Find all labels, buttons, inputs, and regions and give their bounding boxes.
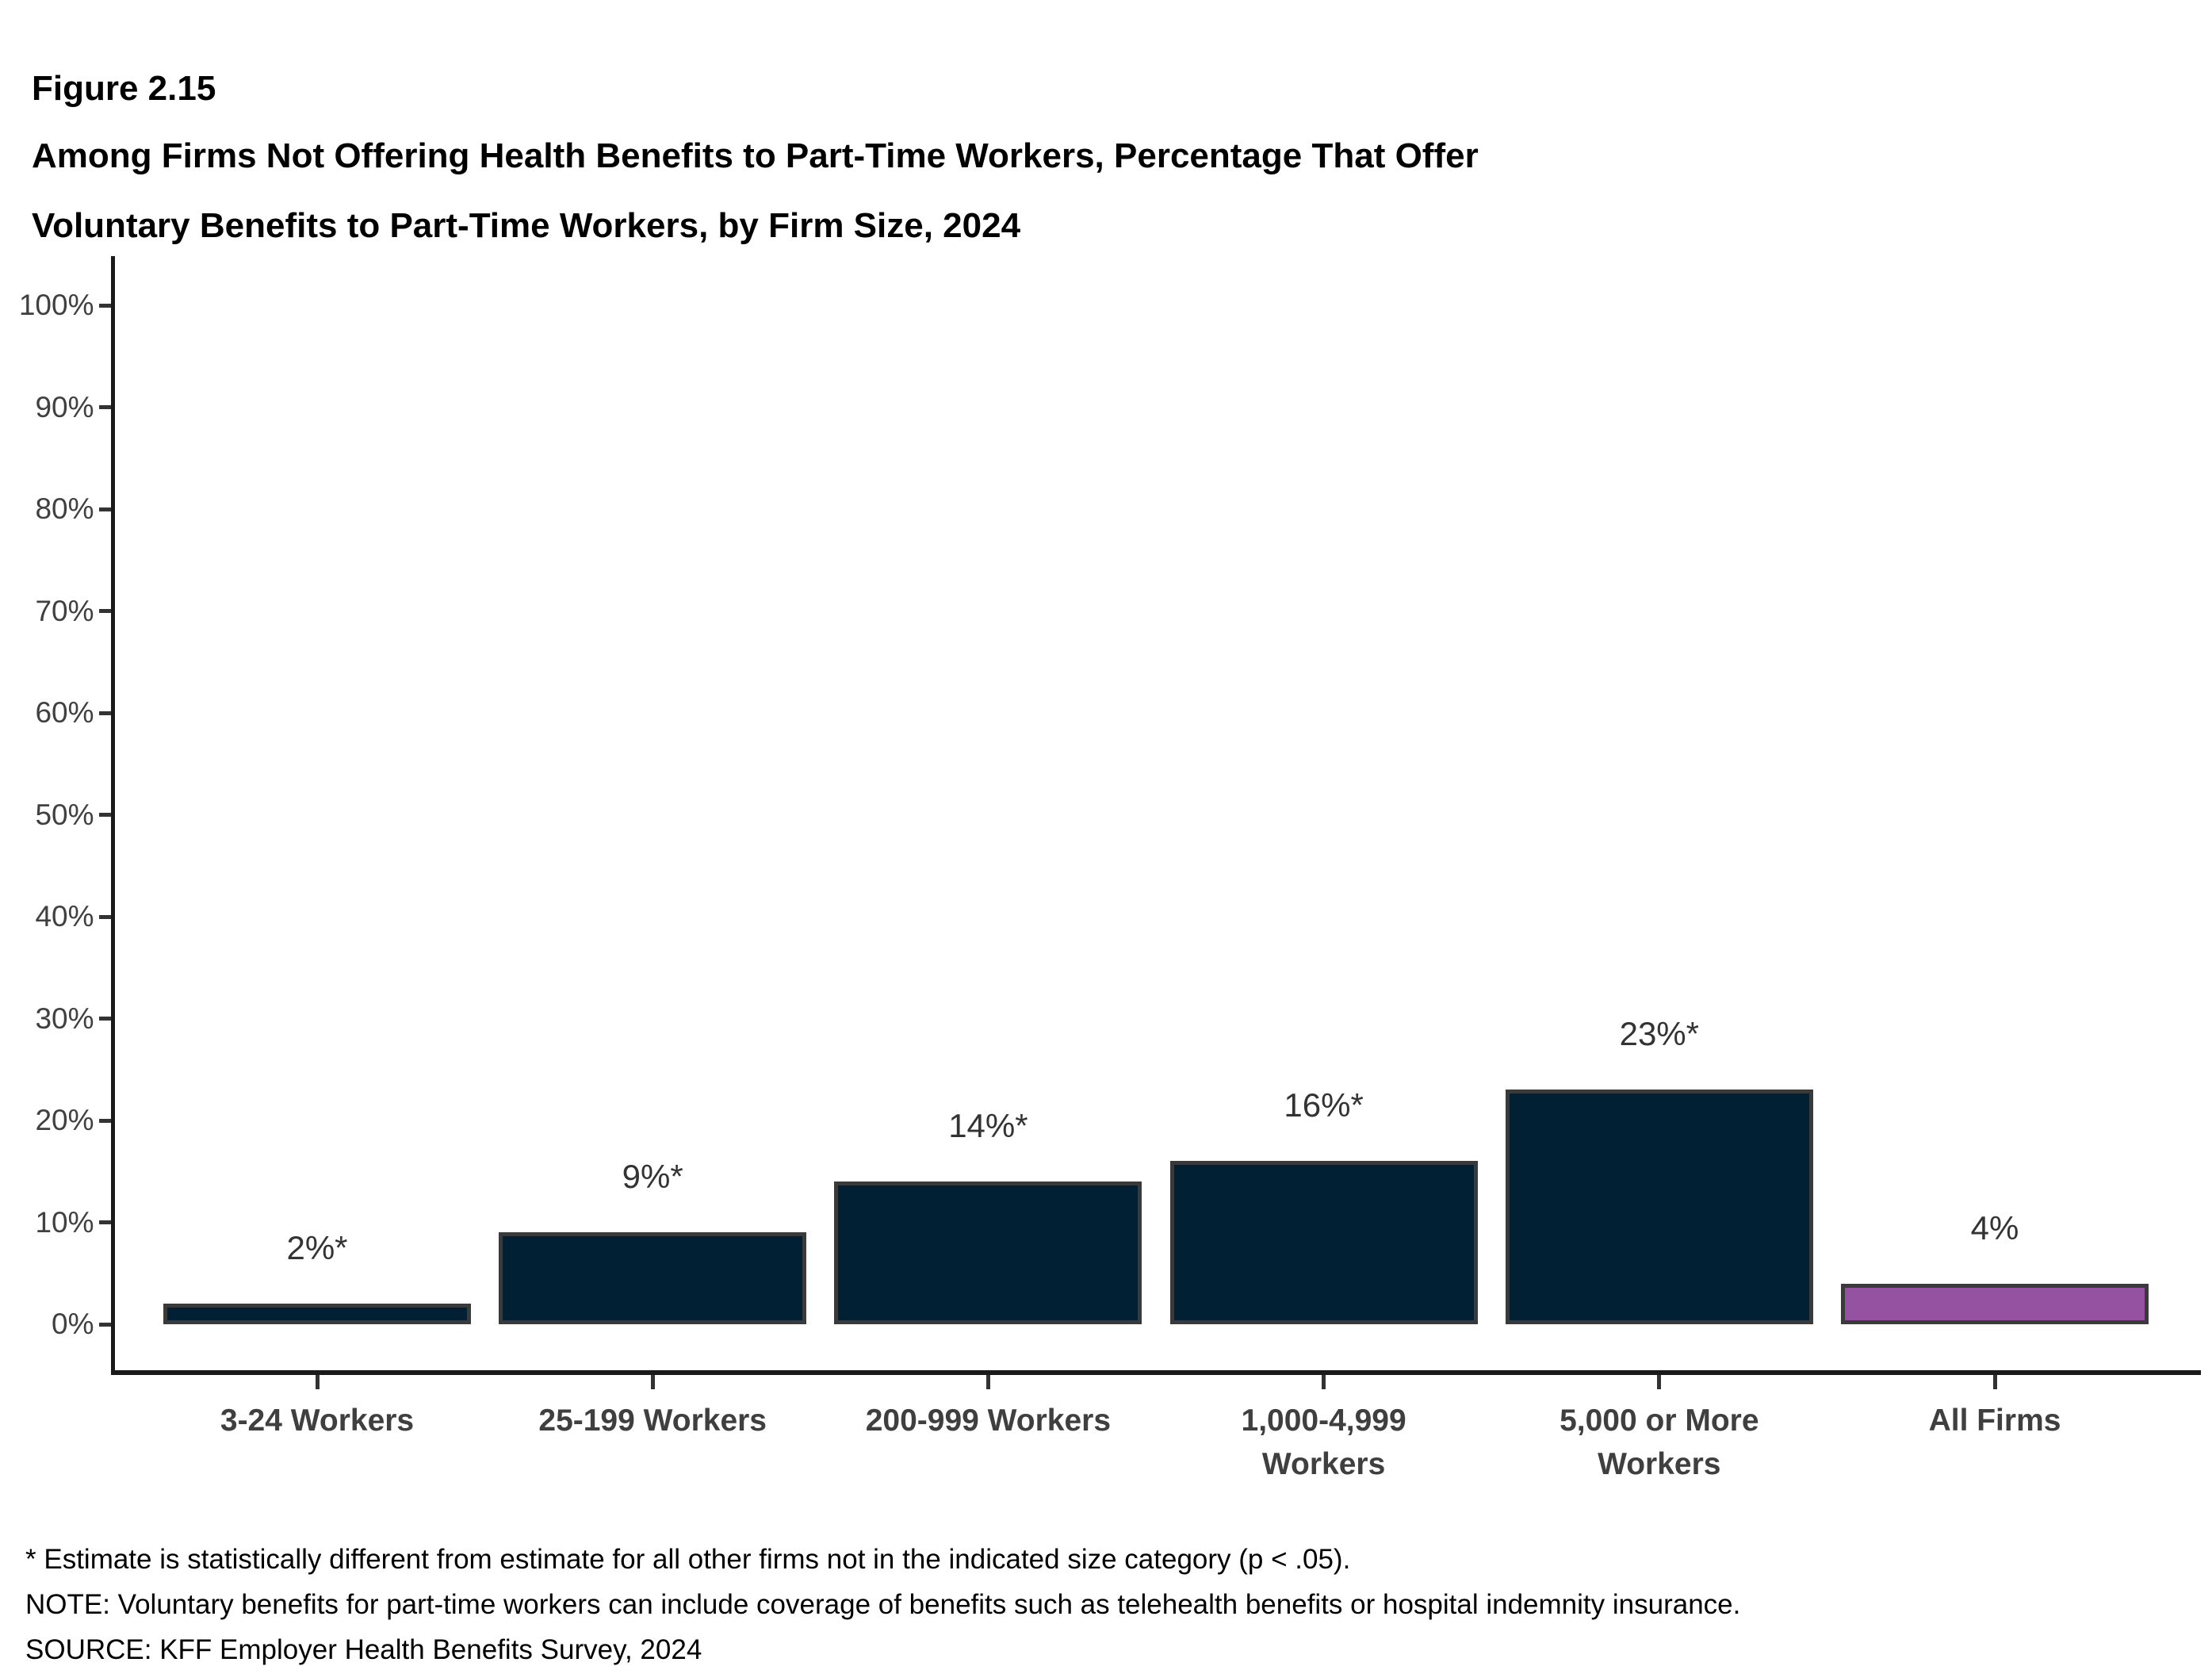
y-axis-tick (98, 303, 111, 308)
bar (834, 1182, 1142, 1324)
y-axis-tick-label: 10% (35, 1205, 94, 1239)
y-axis-tick (98, 507, 111, 511)
x-axis-category-label: All Firms (1928, 1404, 2061, 1438)
chart-title: Among Firms Not Offering Health Benefits… (32, 136, 1479, 245)
footnote-source: SOURCE: KFF Employer Health Benefits Sur… (25, 1634, 702, 1665)
x-axis-category-label: 5,000 or More Workers (1559, 1404, 1759, 1481)
x-axis-category-label: 1,000-4,999 Workers (1241, 1404, 1406, 1481)
y-axis-line (110, 256, 115, 1375)
bar (1841, 1283, 2149, 1324)
x-axis-tick (1322, 1375, 1326, 1389)
x-axis-tick (315, 1375, 320, 1389)
bar-value-label: 9%* (622, 1158, 683, 1196)
y-axis-tick (98, 1220, 111, 1224)
bar (1169, 1161, 1478, 1324)
figure-number: Figure 2.15 (32, 69, 216, 108)
y-axis-tick-label: 0% (52, 1308, 94, 1340)
y-axis-tick-label: 70% (35, 594, 94, 627)
y-axis-tick (98, 1017, 111, 1021)
y-axis-tick (98, 813, 111, 817)
bar-value-label: 4% (1970, 1208, 2019, 1247)
bar-value-label: 23%* (1619, 1015, 1699, 1053)
x-axis-line (110, 1370, 2201, 1375)
y-axis-tick (98, 1118, 111, 1123)
y-axis-tick (98, 609, 111, 613)
bar-value-label: 16%* (1284, 1086, 1364, 1124)
y-axis-tick (98, 914, 111, 919)
bar-value-label: 14%* (948, 1107, 1028, 1145)
y-axis-tick-label: 20% (35, 1104, 94, 1136)
bar (1505, 1090, 1813, 1324)
y-axis-tick (98, 710, 111, 715)
y-axis-tick (98, 405, 111, 409)
y-axis-tick-label: 90% (35, 390, 94, 423)
y-axis-tick-label: 30% (35, 1002, 94, 1035)
y-axis-tick-label: 50% (35, 798, 94, 831)
x-axis-tick (650, 1375, 655, 1389)
x-axis-tick (985, 1375, 990, 1389)
x-axis-category-label: 200-999 Workers (865, 1404, 1112, 1438)
x-axis-category-label: 3-24 Workers (220, 1404, 415, 1438)
y-axis-tick-label: 80% (35, 492, 94, 525)
bar-value-label: 2%* (286, 1229, 348, 1267)
bar (163, 1304, 471, 1324)
bar (499, 1232, 807, 1324)
footnote-note: NOTE: Voluntary benefits for part-time w… (25, 1589, 1741, 1620)
y-axis-tick-label: 40% (35, 900, 94, 933)
x-axis-tick (1657, 1375, 1662, 1389)
y-axis-tick-label: 60% (35, 696, 94, 729)
y-axis-tick (98, 1322, 111, 1327)
x-axis-category-label: 25-199 Workers (538, 1404, 767, 1438)
y-axis-tick-label: 100% (18, 289, 94, 321)
x-axis-tick (1992, 1375, 1997, 1389)
footnote-significance: * Estimate is statistically different fr… (25, 1544, 1351, 1575)
